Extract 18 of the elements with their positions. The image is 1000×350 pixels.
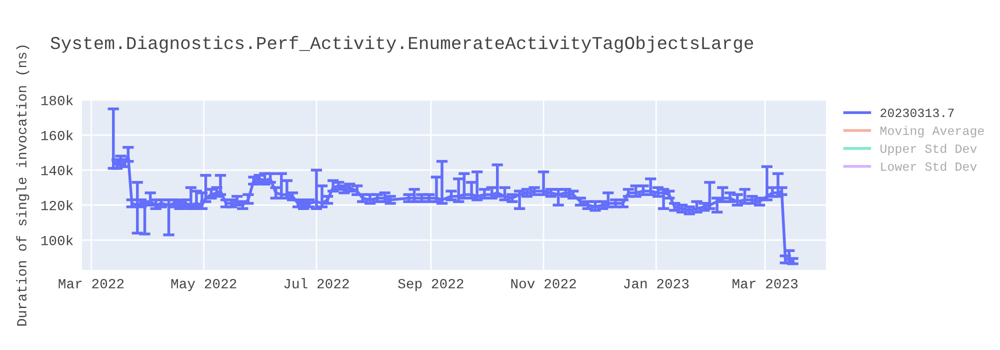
x-tick-label: Mar 2022: [58, 278, 124, 288]
x-tick-label: Jul 2022: [284, 278, 349, 288]
legend-label: Upper Std Dev: [880, 144, 977, 156]
chart-title: System.Diagnostics.Perf_Activity.EnumerateActivityTagObjectsLarge: [50, 36, 754, 53]
y-tick-label: 140k: [41, 165, 73, 176]
legend-label: Lower Std Dev: [881, 162, 977, 171]
legend-label: Moving Average: [880, 126, 984, 138]
x-tick-label: May 2022: [171, 278, 236, 292]
y-tick-label: 180k: [41, 95, 73, 106]
legend-label: 20230313.7: [880, 108, 954, 118]
y-tick-label: 100k: [41, 235, 73, 246]
y-tick-label: 160k: [41, 130, 73, 140]
x-tick-label: Sep 2022: [398, 278, 464, 292]
y-tick-label: 120k: [41, 200, 73, 210]
x-tick-label: Nov 2022: [511, 278, 576, 288]
x-tick-label: Mar 2023: [732, 278, 798, 288]
y-axis-title: Duration of single invocation (ns): [16, 46, 30, 326]
x-tick-label: Jan 2023: [624, 278, 689, 288]
